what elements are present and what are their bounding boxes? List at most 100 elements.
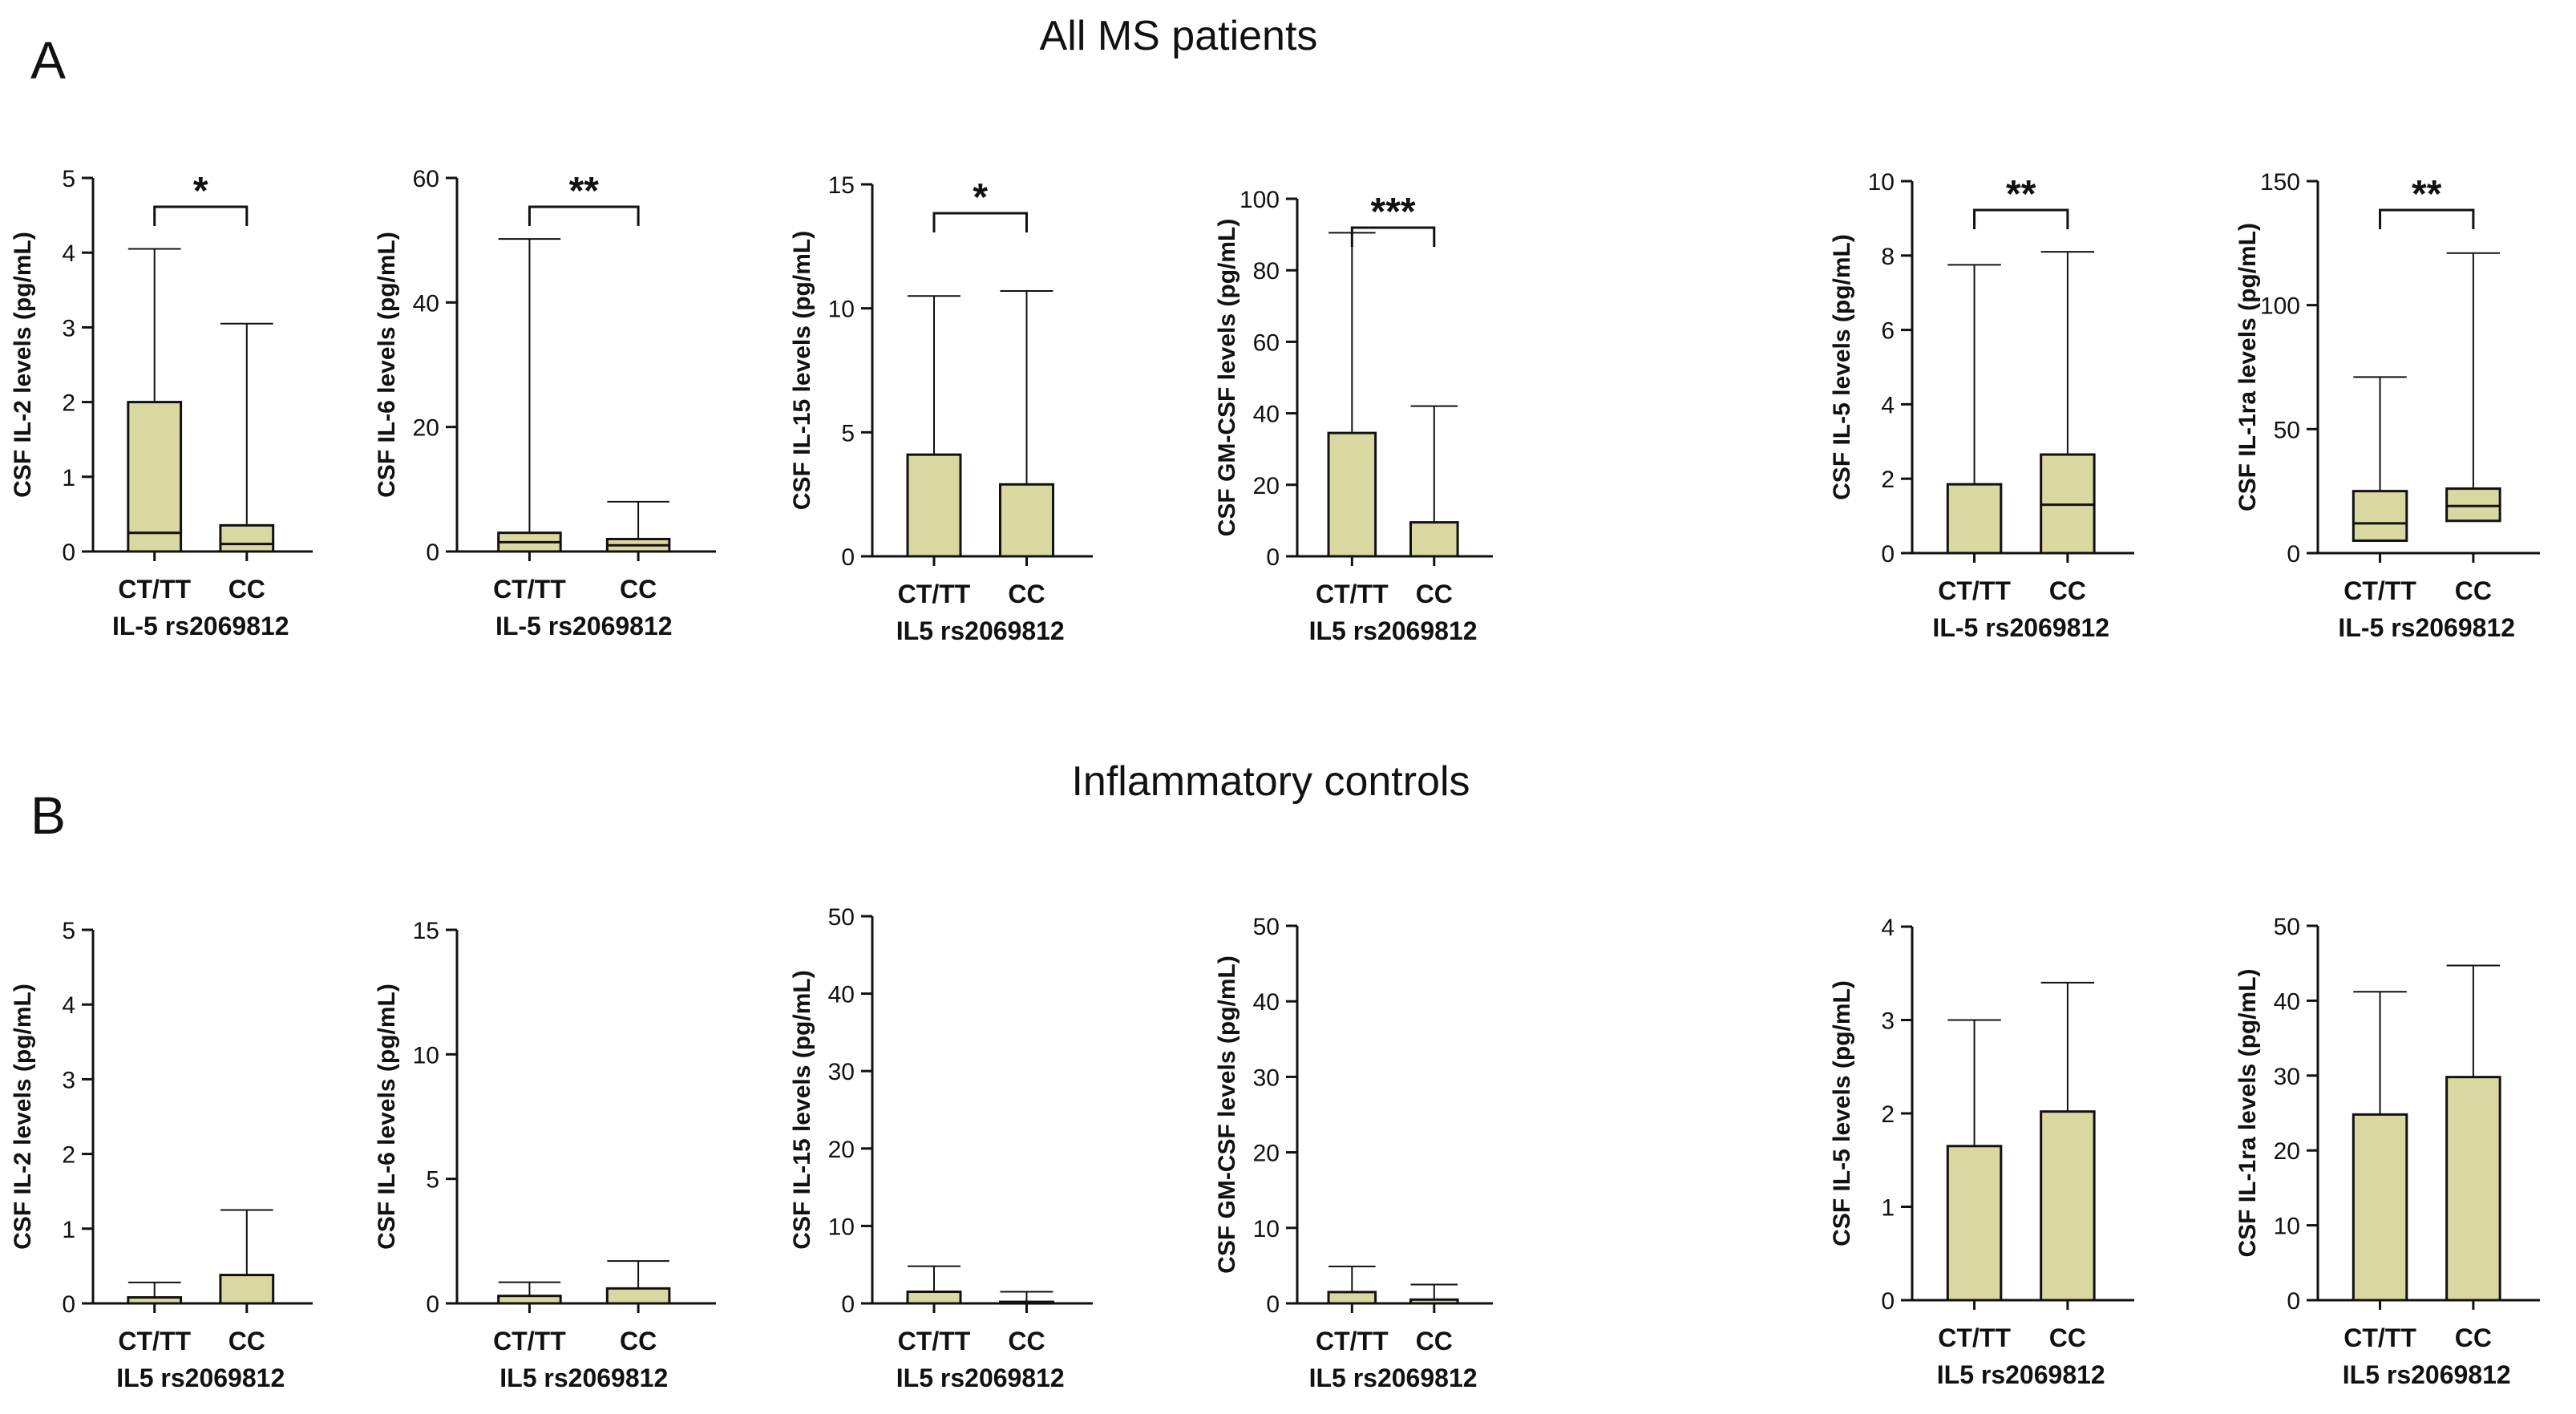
chart-2: 0 20 40 60 CT/TT CC IL-5 rs2069812 CSF IL-6 lev… xyxy=(374,166,716,640)
x-axis-title: IL5 rs2069812 xyxy=(1937,1360,2105,1389)
box xyxy=(2040,1110,2096,1302)
y-tick-label: 0 xyxy=(841,544,855,571)
x-category-label: CT/TT xyxy=(1316,580,1389,608)
y-tick-label: 100 xyxy=(1239,187,1280,213)
y-tick-label: 0 xyxy=(426,1291,439,1318)
y-axis-title: CSF GM-CSF levels (pg/mL) xyxy=(1214,955,1240,1274)
y-tick-label: 2 xyxy=(1881,1101,1895,1128)
significance-label: * xyxy=(193,170,208,212)
box xyxy=(127,401,183,553)
x-category-label: CT/TT xyxy=(118,575,191,604)
y-tick-label: 20 xyxy=(828,1137,855,1163)
y-tick-label: 0 xyxy=(1881,1288,1895,1315)
y-tick-label: 10 xyxy=(413,1042,439,1069)
x-category-label: CC xyxy=(620,1327,657,1355)
y-tick-label: 5 xyxy=(62,918,75,944)
y-tick-label: 1 xyxy=(1881,1195,1895,1222)
significance-label: ** xyxy=(569,170,600,212)
x-category-label: CT/TT xyxy=(493,575,566,604)
chart-11: 0 1 2 3 4 CT/TT CC IL5 rs2069812 CSF IL-5 levels… xyxy=(1829,915,2134,1389)
panel-b-title: Inflammatory controls xyxy=(1071,758,1470,805)
x-category-label: CT/TT xyxy=(1938,576,2011,605)
significance-bracket xyxy=(528,205,640,226)
x-category-label: CC xyxy=(228,575,265,604)
y-axis-title: CSF IL-1ra levels (pg/mL) xyxy=(2234,223,2261,511)
chart-4: 0 20 40 60 80 100 CT/TT CC IL5 rs2069812 CSF GM-C… xyxy=(1214,187,1493,645)
box xyxy=(219,523,275,553)
chart-9: 0 10 20 30 40 50 CT/TT CC IL5 rs2069812 CSF IL-15… xyxy=(789,904,1093,1392)
y-tick-label: 15 xyxy=(828,172,855,199)
x-axis-title: IL-5 rs2069812 xyxy=(112,612,289,640)
y-tick-label: 0 xyxy=(62,1291,75,1318)
significance-bracket xyxy=(1350,226,1436,247)
y-axis-title: CSF IL-15 levels (pg/mL) xyxy=(789,231,815,510)
x-axis-title: IL-5 rs2069812 xyxy=(2338,613,2515,642)
y-tick-label: 50 xyxy=(1253,914,1280,940)
x-category-label: CC xyxy=(620,575,657,604)
y-tick-label: 40 xyxy=(1253,989,1280,1016)
y-tick-label: 30 xyxy=(828,1059,855,1085)
y-tick-label: 2 xyxy=(62,390,75,417)
x-category-label: CT/TT xyxy=(1938,1323,2011,1352)
y-tick-label: 0 xyxy=(62,539,75,566)
box xyxy=(1409,521,1459,558)
y-tick-label: 20 xyxy=(413,415,439,442)
y-tick-label: 10 xyxy=(828,1214,855,1240)
y-tick-label: 10 xyxy=(1868,169,1895,196)
y-tick-label: 40 xyxy=(1253,402,1280,428)
y-tick-label: 0 xyxy=(841,1291,855,1318)
y-tick-label: 8 xyxy=(1881,244,1895,270)
y-axis-title: CSF IL-6 levels (pg/mL) xyxy=(374,984,400,1250)
chart-7: 0 1 2 3 4 5 CT/TT CC IL5 rs2069812 CSF IL-2 level… xyxy=(10,918,313,1392)
y-tick-label: 40 xyxy=(828,982,855,1008)
y-tick-label: 0 xyxy=(1266,544,1280,571)
y-tick-label: 20 xyxy=(1253,1141,1280,1167)
y-tick-label: 20 xyxy=(2274,1138,2300,1165)
box xyxy=(2445,1076,2501,1302)
y-tick-label: 80 xyxy=(1253,258,1280,285)
y-tick-label: 15 xyxy=(413,918,439,944)
y-tick-label: 30 xyxy=(1253,1065,1280,1091)
x-category-label: CT/TT xyxy=(493,1327,566,1355)
box xyxy=(219,1274,275,1305)
y-tick-label: 6 xyxy=(1881,318,1895,345)
y-axis-title: CSF GM-CSF levels (pg/mL) xyxy=(1214,219,1240,537)
x-axis-title: IL5 rs2069812 xyxy=(116,1364,285,1392)
x-axis-title: IL-5 rs2069812 xyxy=(1932,613,2109,642)
y-tick-label: 1 xyxy=(62,465,75,491)
significance-bracket xyxy=(153,205,249,226)
chart-6: 0 50 100 150 CT/TT CC IL-5 rs2069812 CSF IL-1ra… xyxy=(2234,169,2540,642)
y-tick-label: 20 xyxy=(1253,473,1280,499)
significance-bracket xyxy=(932,212,1028,232)
y-tick-label: 0 xyxy=(1266,1291,1280,1318)
x-category-label: CC xyxy=(2455,1323,2492,1352)
box xyxy=(1946,1145,2003,1302)
chart-8: 0 5 10 15 CT/TT CC IL5 rs2069812 CSF IL-6 level… xyxy=(374,918,716,1392)
box xyxy=(1327,431,1377,558)
significance-label: * xyxy=(973,176,988,219)
y-tick-label: 40 xyxy=(2274,988,2300,1015)
y-tick-label: 0 xyxy=(2287,1288,2300,1315)
x-axis-title: IL5 rs2069812 xyxy=(1309,1364,1478,1392)
y-tick-label: 5 xyxy=(841,420,855,446)
x-category-label: CC xyxy=(1416,580,1453,608)
box xyxy=(906,1291,962,1305)
y-tick-label: 60 xyxy=(1253,329,1280,356)
x-category-label: CC xyxy=(2455,576,2492,605)
x-category-label: CT/TT xyxy=(1316,1327,1389,1355)
x-category-label: CT/TT xyxy=(2343,1323,2416,1352)
box xyxy=(999,483,1054,558)
box xyxy=(2445,487,2501,523)
significance-bracket xyxy=(1973,208,2069,229)
x-category-label: CT/TT xyxy=(898,580,971,608)
y-tick-label: 5 xyxy=(62,166,75,192)
x-axis-title: IL5 rs2069812 xyxy=(896,616,1065,645)
y-tick-label: 50 xyxy=(2274,914,2300,940)
y-tick-label: 100 xyxy=(2260,293,2300,320)
y-axis-title: CSF IL-15 levels (pg/mL) xyxy=(789,970,815,1249)
y-tick-label: 0 xyxy=(2287,541,2300,568)
y-tick-label: 5 xyxy=(426,1167,439,1194)
y-tick-label: 3 xyxy=(1881,1008,1895,1035)
y-tick-label: 3 xyxy=(62,1067,75,1093)
box xyxy=(1327,1291,1377,1305)
